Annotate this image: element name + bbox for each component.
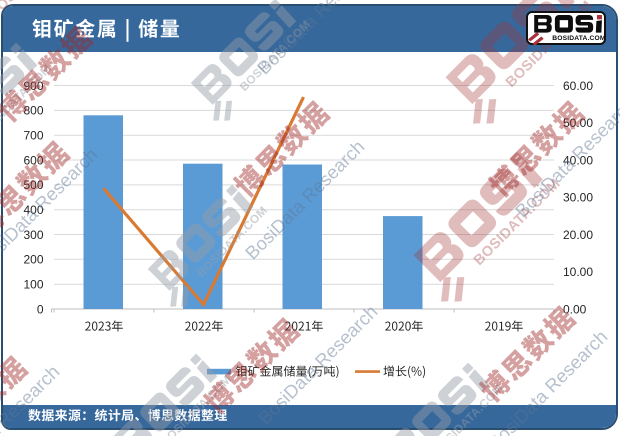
svg-text:50.00: 50.00 bbox=[563, 116, 593, 130]
svg-text:300: 300 bbox=[23, 228, 43, 242]
svg-text:0.00: 0.00 bbox=[563, 302, 587, 316]
svg-text:800: 800 bbox=[23, 104, 43, 118]
svg-text:20.00: 20.00 bbox=[563, 228, 593, 242]
svg-text:200: 200 bbox=[23, 253, 43, 267]
svg-text:100: 100 bbox=[23, 278, 43, 292]
svg-text:60.00: 60.00 bbox=[563, 79, 593, 93]
svg-text:700: 700 bbox=[23, 129, 43, 143]
svg-text:0: 0 bbox=[37, 302, 44, 316]
svg-text:10.00: 10.00 bbox=[563, 265, 593, 279]
svg-text:400: 400 bbox=[23, 203, 43, 217]
svg-text:30.00: 30.00 bbox=[563, 191, 593, 205]
svg-text:600: 600 bbox=[23, 153, 43, 167]
svg-text:500: 500 bbox=[23, 178, 43, 192]
svg-text:900: 900 bbox=[23, 79, 43, 93]
svg-text:40.00: 40.00 bbox=[563, 153, 593, 167]
svg-text:BOSIDATA.COM: BOSIDATA.COM bbox=[552, 35, 606, 42]
